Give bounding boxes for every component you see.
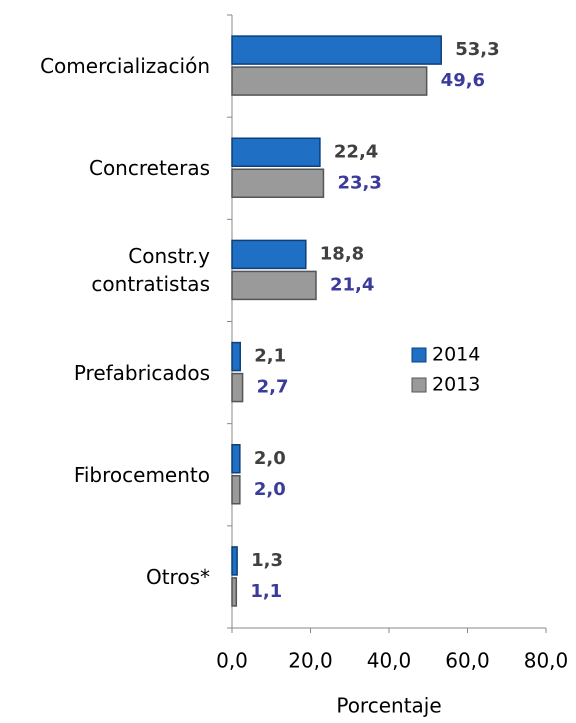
- value-label: 49,6: [441, 70, 485, 91]
- legend-swatch: [411, 347, 427, 363]
- x-tick-label: 40,0: [367, 649, 412, 673]
- bar: [231, 168, 325, 198]
- x-axis-label: Porcentaje: [336, 694, 441, 718]
- bar: [231, 475, 241, 505]
- value-label: 18,8: [320, 243, 364, 264]
- category-label: Fibrocemento: [73, 462, 210, 487]
- bar: [231, 66, 428, 96]
- bar: [231, 137, 321, 167]
- bar: [231, 546, 238, 576]
- legend-label: 2014: [432, 344, 480, 366]
- x-tick-label: 20,0: [288, 649, 333, 673]
- value-label: 2,0: [254, 479, 286, 500]
- bar: [231, 239, 307, 270]
- bar: [231, 35, 442, 65]
- x-tick-label: 60,0: [445, 649, 490, 673]
- bar: [231, 444, 241, 474]
- value-label: 1,3: [251, 550, 283, 571]
- value-label: 22,4: [334, 141, 378, 162]
- category-label: Prefabricados: [73, 360, 210, 385]
- value-label: 21,4: [330, 274, 374, 295]
- value-label: 23,3: [337, 172, 381, 193]
- legend-label: 2013: [432, 374, 480, 396]
- category-label: Comercialización: [40, 54, 210, 79]
- value-label: 2,0: [254, 448, 286, 469]
- bar: [231, 372, 244, 403]
- category-label: Otros*: [145, 564, 210, 589]
- value-label: 1,1: [250, 581, 282, 602]
- value-label: 2,1: [254, 346, 286, 367]
- bar: [231, 341, 241, 372]
- x-tick-label: 0,0: [216, 649, 248, 673]
- x-tick-label: 80,0: [524, 649, 569, 673]
- category-label: Constr.y contratistas: [91, 244, 210, 297]
- value-label: 53,3: [455, 39, 499, 60]
- category-label: Concreteras: [88, 156, 210, 181]
- bar: [231, 577, 238, 607]
- value-label: 2,7: [257, 377, 289, 398]
- legend-swatch: [411, 377, 427, 393]
- bar: [231, 270, 317, 301]
